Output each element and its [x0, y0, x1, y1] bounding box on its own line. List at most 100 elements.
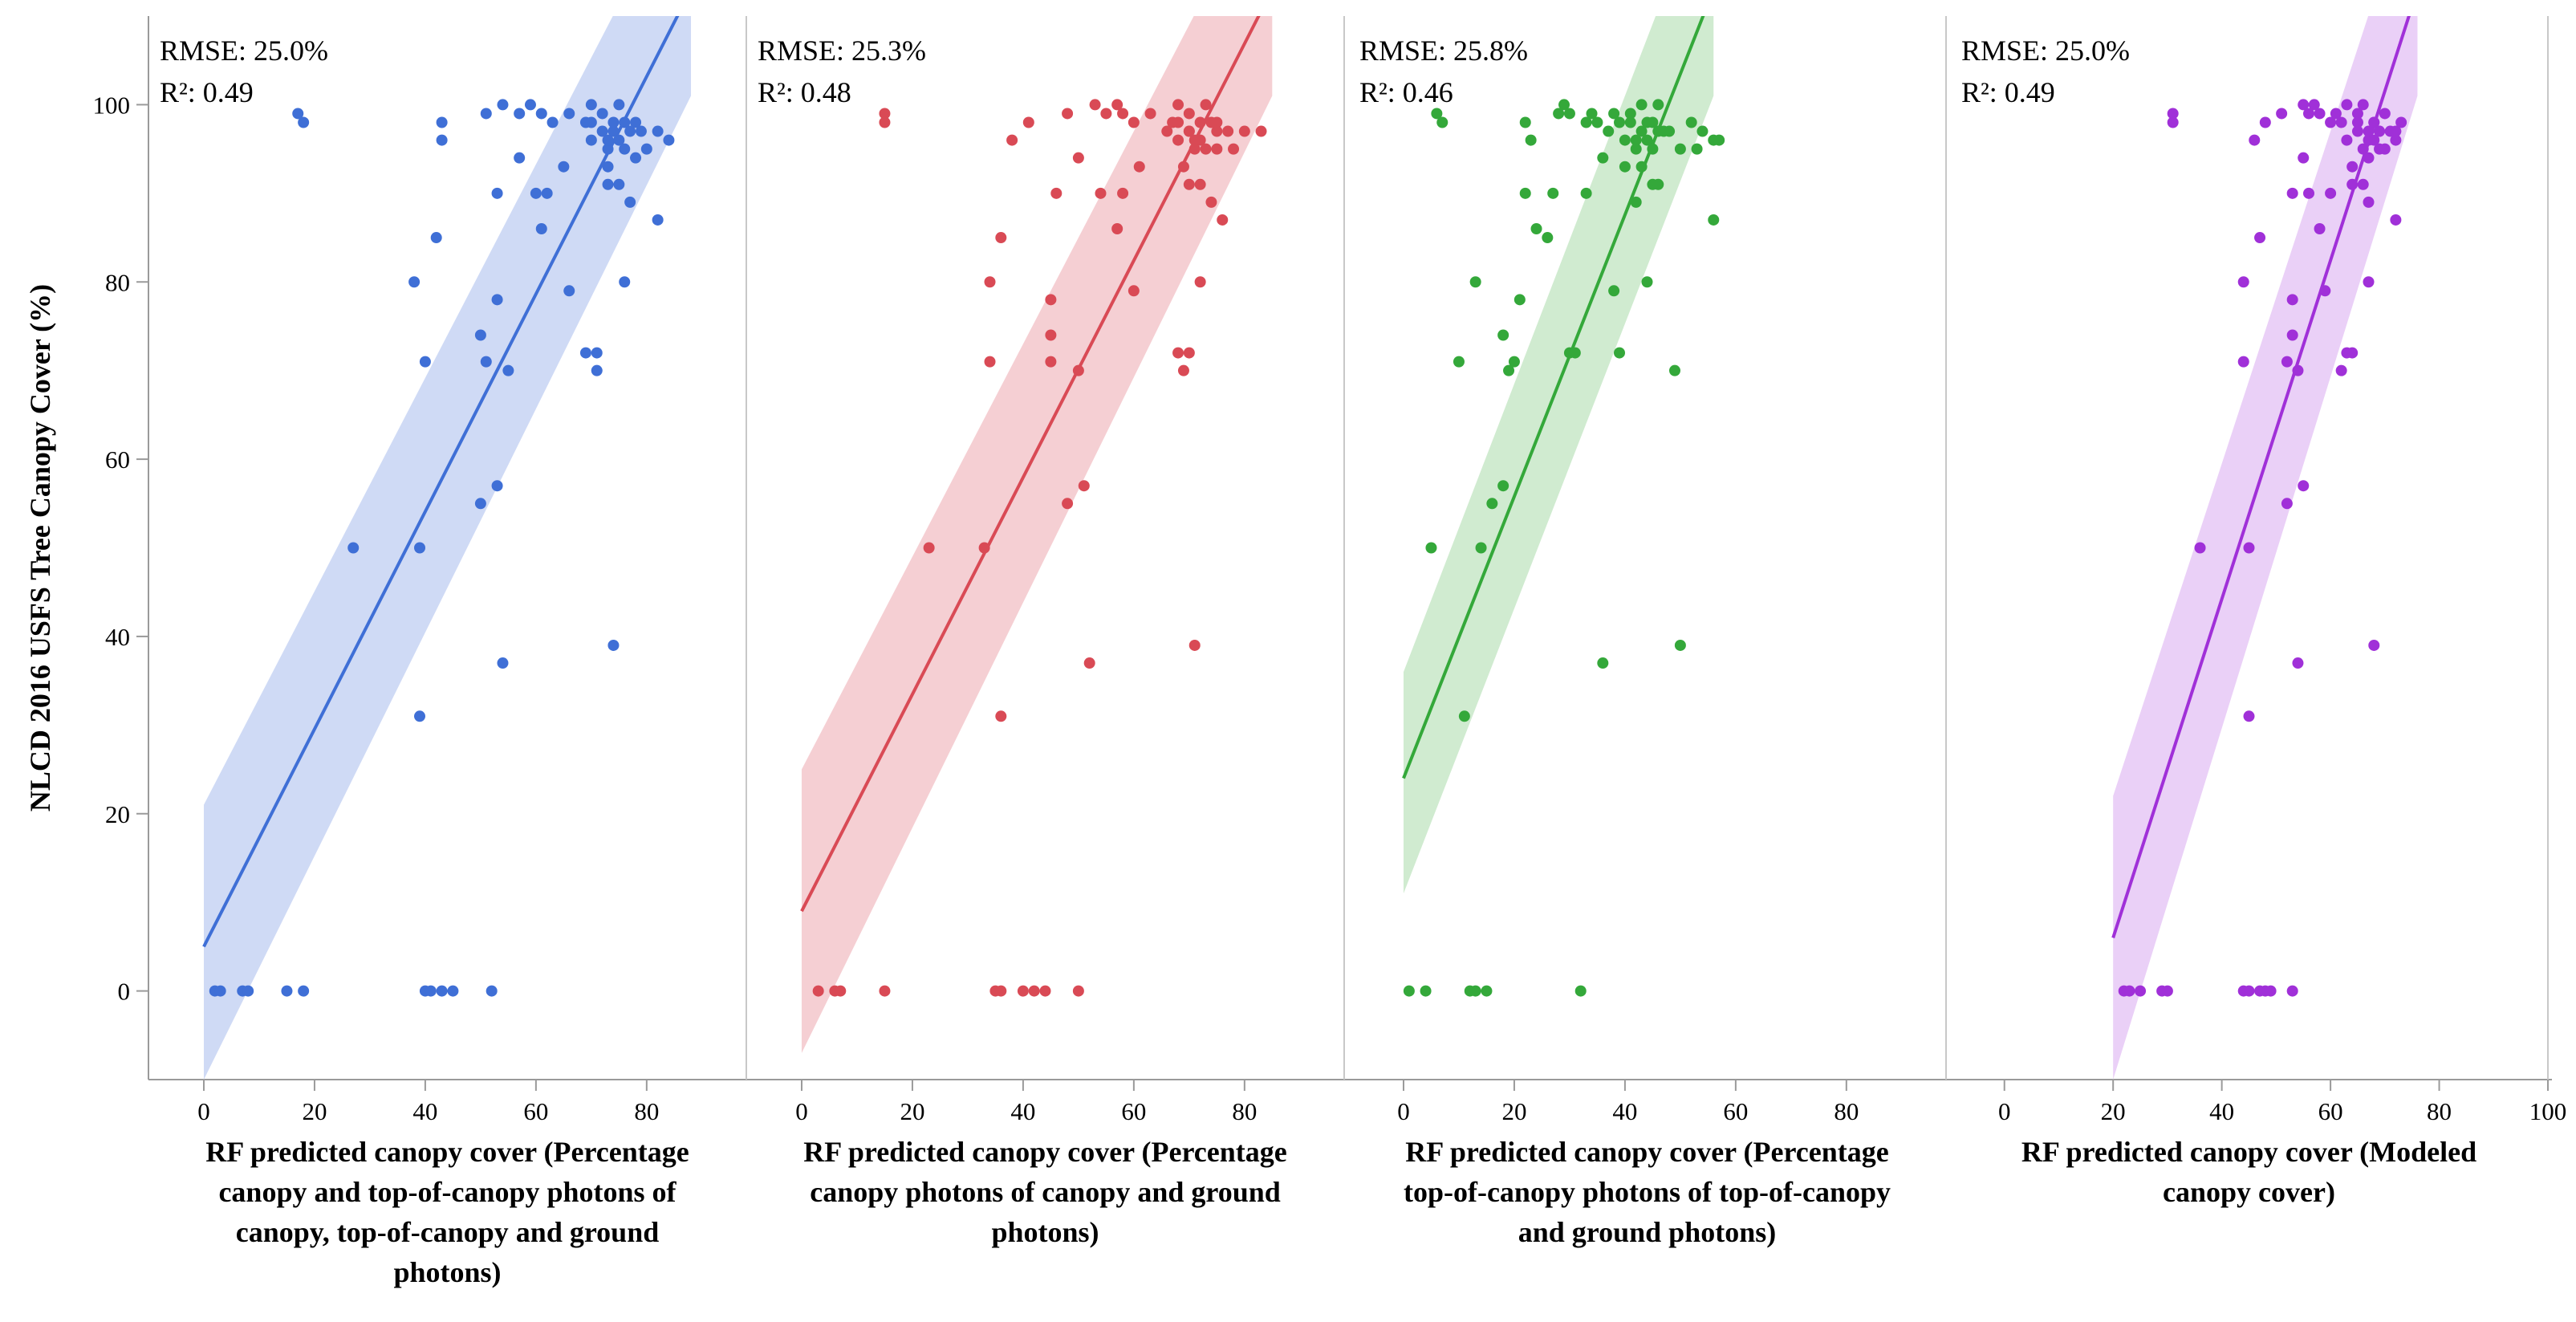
data-point [984, 276, 996, 288]
data-point [1608, 285, 1620, 297]
data-point [281, 985, 293, 997]
data-point [607, 125, 620, 137]
data-point [978, 542, 990, 554]
data-point [596, 108, 608, 120]
data-point [1045, 329, 1057, 341]
data-point [474, 329, 486, 341]
data-point [602, 134, 614, 146]
data-point [2194, 542, 2206, 554]
data-point [1028, 985, 1040, 997]
data-point [419, 356, 431, 368]
data-point [635, 125, 647, 137]
data-point [602, 161, 614, 173]
data-point [613, 178, 625, 190]
x-tick-label: 60 [523, 1097, 548, 1125]
data-point [2368, 639, 2380, 651]
data-point [2286, 294, 2298, 306]
panel-1: RMSE: 25.0% R²: 0.49 0 20 40 60 80 RF predicted… [160, 16, 747, 1288]
panel-4: RMSE: 25.0% R²: 0.49 0 20 40 60 80 100 RF predic… [1961, 16, 2566, 1208]
data-point [2341, 99, 2353, 111]
data-point [2325, 187, 2337, 199]
data-point [2346, 178, 2359, 190]
data-point [414, 710, 426, 722]
data-point [2281, 498, 2293, 510]
data-point [1558, 99, 1570, 111]
data-point [2237, 356, 2249, 368]
data-point [640, 143, 652, 155]
data-point [1547, 187, 1559, 199]
data-point [2335, 364, 2347, 376]
data-point [1630, 134, 1642, 146]
data-point [1652, 125, 1664, 137]
data-point [1133, 161, 1145, 173]
data-point [541, 187, 553, 199]
data-point [2276, 108, 2288, 120]
data-point [1519, 187, 1531, 199]
data-point [1652, 99, 1664, 111]
data-point [1647, 143, 1659, 155]
data-point [2298, 152, 2310, 164]
x-axis-label-line: RF predicted canopy cover (Percentage [1405, 1136, 1889, 1168]
x-tick-label: 80 [634, 1097, 659, 1125]
x-axis-label-line: canopy and top-of-canopy photons of [218, 1176, 677, 1208]
rmse-label: RMSE: 25.0% [1961, 35, 2130, 67]
data-point [491, 480, 503, 492]
data-point [214, 985, 226, 997]
rmse-label: RMSE: 25.3% [758, 35, 926, 67]
data-point [663, 134, 675, 146]
data-point [497, 657, 509, 669]
data-point [2314, 108, 2326, 120]
data-point [2286, 985, 2298, 997]
data-point [497, 99, 509, 111]
data-point [2314, 223, 2326, 234]
data-point [812, 985, 824, 997]
x-axis-label-line: top-of-canopy photons of top-of-canopy [1404, 1176, 1891, 1208]
data-point [596, 125, 608, 137]
data-point [602, 178, 614, 190]
data-point [1089, 99, 1101, 111]
data-point [563, 108, 575, 120]
data-point [1519, 116, 1531, 128]
data-point [2161, 985, 2173, 997]
data-point [414, 542, 426, 554]
data-point [1172, 347, 1184, 359]
data-point [835, 985, 847, 997]
data-point [1619, 134, 1631, 146]
data-point [624, 125, 636, 137]
x-tick-label: 40 [412, 1097, 437, 1125]
data-point [2395, 116, 2407, 128]
data-point [1177, 161, 1189, 173]
x-tick-label: 0 [1397, 1097, 1410, 1125]
data-point [2325, 116, 2337, 128]
data-point [1708, 214, 1720, 226]
data-point [1469, 276, 1481, 288]
data-point [2390, 214, 2402, 226]
data-point [2368, 116, 2380, 128]
data-point [1569, 347, 1581, 359]
y-tick-label: 0 [118, 978, 131, 1006]
data-point [1458, 710, 1470, 722]
data-point [2363, 125, 2375, 137]
x-tick-label: 60 [2318, 1097, 2343, 1125]
confidence-band [203, 16, 692, 1080]
data-point [879, 116, 891, 128]
x-tick-label: 40 [1010, 1097, 1035, 1125]
data-point [2319, 285, 2331, 297]
y-tick-label: 80 [105, 268, 130, 296]
data-point [2357, 99, 2369, 111]
data-point [1691, 143, 1703, 155]
data-point [1183, 178, 1195, 190]
data-point [1128, 285, 1140, 297]
data-point [1217, 214, 1229, 226]
data-point [1586, 108, 1598, 120]
data-point [1183, 347, 1195, 359]
data-point [2363, 276, 2375, 288]
y-tick-label: 20 [105, 800, 130, 828]
data-point [624, 196, 636, 208]
data-point [1111, 223, 1123, 234]
data-point [535, 223, 547, 234]
data-point [879, 985, 891, 997]
data-point [1095, 187, 1107, 199]
x-tick-label: 0 [795, 1097, 808, 1125]
data-point [2254, 232, 2266, 244]
